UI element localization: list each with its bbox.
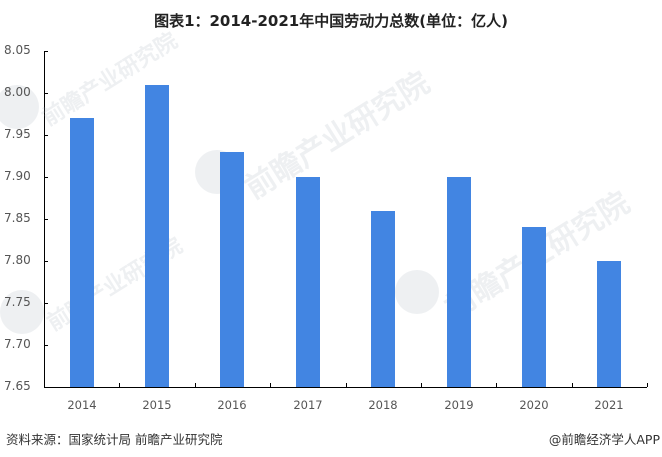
- x-tick-label: 2021: [594, 398, 624, 412]
- bar-2019: [447, 177, 471, 387]
- chart-title: 图表1：2014-2021年中国劳动力总数(单位：亿人): [154, 12, 508, 30]
- y-tick-label: 7.85: [4, 211, 31, 225]
- watermark-logo-icon: [0, 290, 44, 334]
- x-tick: [572, 383, 573, 387]
- x-tick: [270, 383, 271, 387]
- bar-2014: [70, 118, 94, 387]
- x-tick: [496, 383, 497, 387]
- bar-2018: [371, 211, 395, 387]
- y-tick: [44, 135, 48, 136]
- credit-note: @前瞻经济学人APP: [548, 432, 660, 447]
- bar-2021: [597, 261, 621, 387]
- x-tick-label: 2014: [67, 398, 97, 412]
- bar-2015: [145, 85, 169, 387]
- x-tick-label: 2017: [293, 398, 323, 412]
- y-tick: [44, 93, 48, 94]
- x-tick-label: 2018: [368, 398, 398, 412]
- watermark-logo-icon: [0, 85, 39, 129]
- x-tick: [346, 383, 347, 387]
- x-tick-label: 2020: [519, 398, 549, 412]
- y-tick-label: 8.05: [4, 43, 31, 57]
- y-tick-label: 7.90: [4, 169, 31, 183]
- y-tick: [44, 345, 48, 346]
- y-tick: [44, 261, 48, 262]
- x-tick-label: 2019: [444, 398, 474, 412]
- x-tick-label: 2016: [217, 398, 247, 412]
- bar-2016: [220, 152, 244, 387]
- y-tick-label: 7.65: [4, 379, 31, 393]
- bar-2017: [296, 177, 320, 387]
- y-tick: [44, 177, 48, 178]
- y-tick: [44, 387, 48, 388]
- y-tick-label: 7.95: [4, 127, 31, 141]
- bar-2020: [522, 227, 546, 387]
- watermark-text: 前瞻产业研究院: [239, 65, 436, 207]
- x-tick-label: 2015: [142, 398, 172, 412]
- y-tick: [44, 303, 48, 304]
- y-tick-label: 7.75: [4, 295, 31, 309]
- x-axis-line: [44, 387, 647, 388]
- y-tick: [44, 219, 48, 220]
- y-tick-label: 7.70: [4, 337, 31, 351]
- x-tick: [119, 383, 120, 387]
- x-tick: [647, 383, 648, 387]
- y-tick-label: 8.00: [4, 85, 31, 99]
- source-note: 资料来源：国家统计局 前瞻产业研究院: [6, 432, 223, 447]
- y-tick-label: 7.80: [4, 253, 31, 267]
- y-tick: [44, 51, 48, 52]
- watermark-logo-icon: [395, 270, 439, 314]
- x-tick: [195, 383, 196, 387]
- x-tick: [421, 383, 422, 387]
